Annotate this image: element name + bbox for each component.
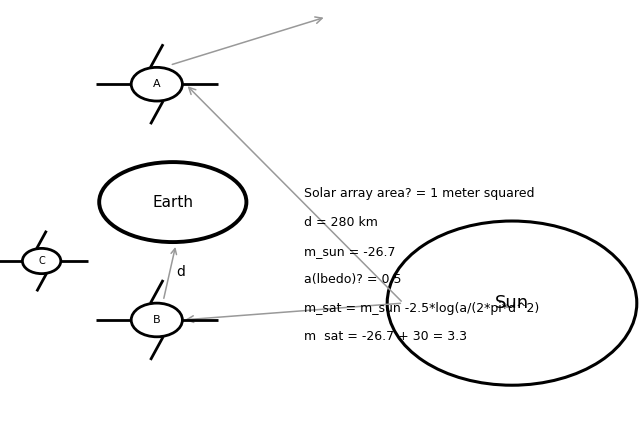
Text: B: B bbox=[153, 315, 161, 325]
Text: d = 280 km: d = 280 km bbox=[304, 216, 378, 229]
Text: A: A bbox=[153, 79, 161, 89]
Text: C: C bbox=[38, 256, 45, 266]
Text: Solar array area? = 1 meter squared: Solar array area? = 1 meter squared bbox=[304, 187, 534, 200]
Text: m_sat = m_sun -2.5*log(a/(2*pi*d^2): m_sat = m_sun -2.5*log(a/(2*pi*d^2) bbox=[304, 302, 540, 315]
Circle shape bbox=[22, 248, 61, 274]
Circle shape bbox=[131, 303, 182, 337]
Text: Earth: Earth bbox=[152, 195, 193, 210]
Text: d: d bbox=[176, 264, 185, 279]
Text: Sun: Sun bbox=[495, 294, 529, 312]
Circle shape bbox=[131, 67, 182, 101]
Text: m  sat = -26.7 + 30 = 3.3: m sat = -26.7 + 30 = 3.3 bbox=[304, 330, 467, 344]
Ellipse shape bbox=[99, 162, 246, 242]
Text: m_sun = -26.7: m_sun = -26.7 bbox=[304, 245, 396, 258]
Text: a(lbedo)? = 0.5: a(lbedo)? = 0.5 bbox=[304, 273, 401, 286]
